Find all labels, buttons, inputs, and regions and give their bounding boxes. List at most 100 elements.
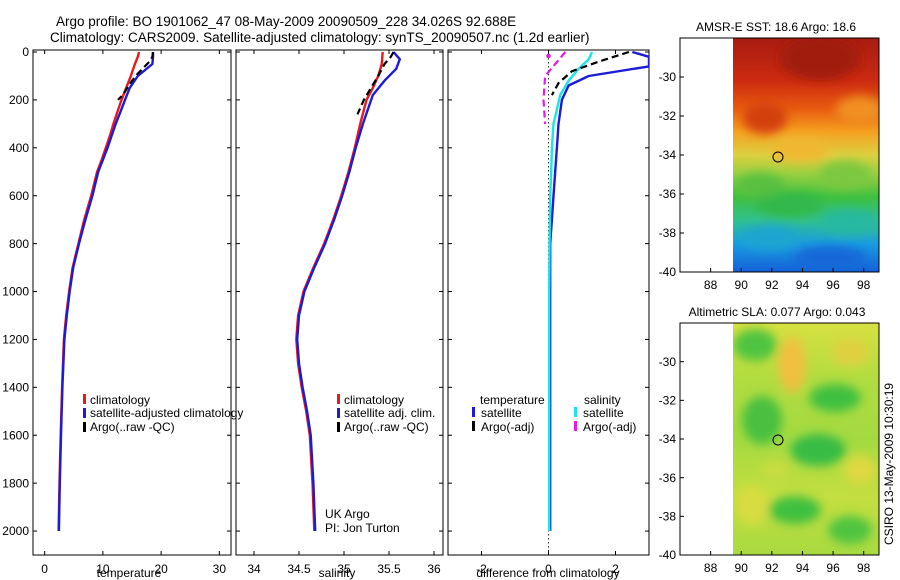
x-tick-label: 20: [154, 562, 168, 576]
surface-marker: [546, 53, 551, 59]
salinity-plot-frame: [235, 49, 444, 556]
legend-swatch-argo: [83, 422, 86, 432]
legend-title-salinity: salinity: [584, 393, 621, 407]
side-timestamp-label: CSIRO 13-May-2009 10:30:19: [882, 383, 896, 545]
map-y-tick-label: -30: [659, 70, 677, 84]
sst-texture: [736, 38, 879, 270]
legend-label-temperature-satellite: satellite: [481, 406, 522, 420]
legend-label-salinity-satellite: satellite: [583, 406, 624, 420]
salinity-axes: 34 34.5 35 35.5 36: [236, 50, 443, 576]
legend-label-climatology: climatology: [90, 393, 150, 407]
sla-texture: [733, 329, 876, 544]
map-y-tick-label: -34: [659, 148, 677, 162]
map-x-tick-label: 90: [735, 561, 749, 575]
map-y-tick-label: -30: [659, 355, 677, 369]
difference-series: [542, 50, 649, 531]
x-tick-label: 2: [612, 562, 619, 576]
map-x-tick-label: 88: [704, 278, 718, 292]
temperature-series: [57, 51, 155, 532]
series-temperature-argo-adj-: [550, 50, 630, 96]
map-x-tick-label: 96: [826, 561, 840, 575]
series-satellite-adj-clim-: [296, 51, 401, 532]
x-tick-label: 0: [545, 562, 552, 576]
y-tick-label: 2000: [2, 524, 29, 538]
y-tick-label: 1800: [2, 476, 29, 490]
difference-xlabel: difference from climatology: [476, 566, 619, 580]
series-salinity-argo-adj-: [542, 51, 567, 124]
map-x-tick-label: 94: [796, 278, 810, 292]
sla-argo-marker: [772, 434, 784, 446]
y-tick-label: 1000: [2, 285, 29, 299]
legend-swatch-climatology: [337, 394, 340, 404]
legend-swatch-temperature-satellite: [472, 407, 475, 417]
x-tick-label: 0: [41, 562, 48, 576]
map-y-tick-label: -32: [659, 394, 677, 408]
map-y-tick-label: -38: [659, 510, 677, 524]
sst-map-axes: 88 90 92 94 96 98 -30 -32 -34 -36 -38 -40: [659, 70, 871, 292]
x-tick-label: 34: [247, 562, 261, 576]
map-y-tick-label: -36: [659, 471, 677, 485]
legend-swatch-argo: [337, 422, 340, 432]
y-tick-label: 400: [9, 141, 29, 155]
legend-label-climatology: climatology: [344, 393, 404, 407]
x-tick-label: 30: [213, 562, 227, 576]
x-tick-label: 10: [96, 562, 110, 576]
difference-panel: -2 0 2 difference from climatology tempera…: [447, 49, 650, 580]
y-tick-label: 1400: [2, 381, 29, 395]
map-y-tick-label: -32: [659, 109, 677, 123]
map-x-tick-label: 98: [857, 561, 871, 575]
map-y-tick-label: -34: [659, 432, 677, 446]
map-x-tick-label: 92: [765, 561, 779, 575]
sst-argo-marker: [772, 151, 784, 163]
legend-swatch-salinity-satellite: [574, 407, 577, 417]
y-tick-label: 0: [22, 45, 29, 59]
series-temperature-satellite: [549, 50, 649, 531]
pi-label: PI: Jon Turton: [325, 521, 400, 535]
salinity-panel: 34 34.5 35 35.5 36 salinity climatology sate…: [235, 49, 444, 580]
legend-swatch-climatology: [83, 394, 86, 404]
map-x-tick-label: 94: [796, 561, 810, 575]
y-tick-label: 1200: [2, 333, 29, 347]
header-line-2: Climatology: CARS2009. Satellite-adjuste…: [50, 30, 590, 45]
temperature-xlabel: temperature: [97, 566, 162, 580]
series-climatology: [295, 51, 384, 532]
series-argo-raw-qc-: [356, 51, 395, 115]
y-tick-label: 600: [9, 189, 29, 203]
map-y-tick-label: -40: [659, 265, 677, 279]
map-y-tick-label: -40: [659, 548, 677, 562]
x-tick-label: 34.5: [287, 562, 311, 576]
temperature-axes: 0 10 20 30 0 200 400 600 800 1000 1200 1400 1600 1800…: [2, 45, 231, 576]
legend-label-argo: Argo(..raw -QC): [90, 420, 175, 434]
temperature-legend: climatology satellite-adjusted climatolo…: [83, 393, 243, 434]
program-label: UK Argo: [325, 507, 370, 521]
legend-label-satellite-adj: satellite adj. clim.: [344, 406, 435, 420]
x-tick-label: 35.5: [377, 562, 401, 576]
legend-title-temperature: temperature: [480, 393, 545, 407]
legend-swatch-salinity-argo: [574, 421, 577, 431]
sst-map-title: AMSR-E SST: 18.6 Argo: 18.6: [696, 20, 856, 34]
legend-label-argo: Argo(..raw -QC): [344, 420, 429, 434]
y-tick-label: 1600: [2, 428, 29, 442]
legend-label-temperature-argo: Argo(-adj): [481, 420, 534, 434]
salinity-legend: climatology satellite adj. clim. Argo(..…: [337, 393, 435, 434]
legend-swatch-satellite-adj: [337, 408, 340, 418]
x-tick-label: -2: [476, 562, 487, 576]
map-y-tick-label: -36: [659, 187, 677, 201]
y-tick-label: 800: [9, 237, 29, 251]
map-x-tick-label: 88: [704, 561, 718, 575]
salinity-series: [295, 51, 401, 532]
legend-swatch-satellite-adjusted: [83, 408, 86, 418]
map-x-tick-label: 90: [735, 278, 749, 292]
sla-map-field: [733, 323, 879, 555]
sla-map-title: Altimetric SLA: 0.077 Argo: 0.043: [689, 305, 866, 319]
legend-label-salinity-argo: Argo(-adj): [583, 420, 636, 434]
difference-axes: -2 0 2: [448, 50, 649, 576]
map-x-tick-label: 98: [857, 278, 871, 292]
map-x-tick-label: 92: [765, 278, 779, 292]
temperature-plot-frame: [32, 49, 232, 556]
sla-map-axes: 88 90 92 94 96 98 -30 -32 -34 -36 -38 -40: [659, 355, 871, 575]
sst-map-field: [733, 38, 879, 272]
series-argo-raw-qc-: [117, 51, 155, 101]
series-salinity-satellite: [548, 51, 594, 531]
